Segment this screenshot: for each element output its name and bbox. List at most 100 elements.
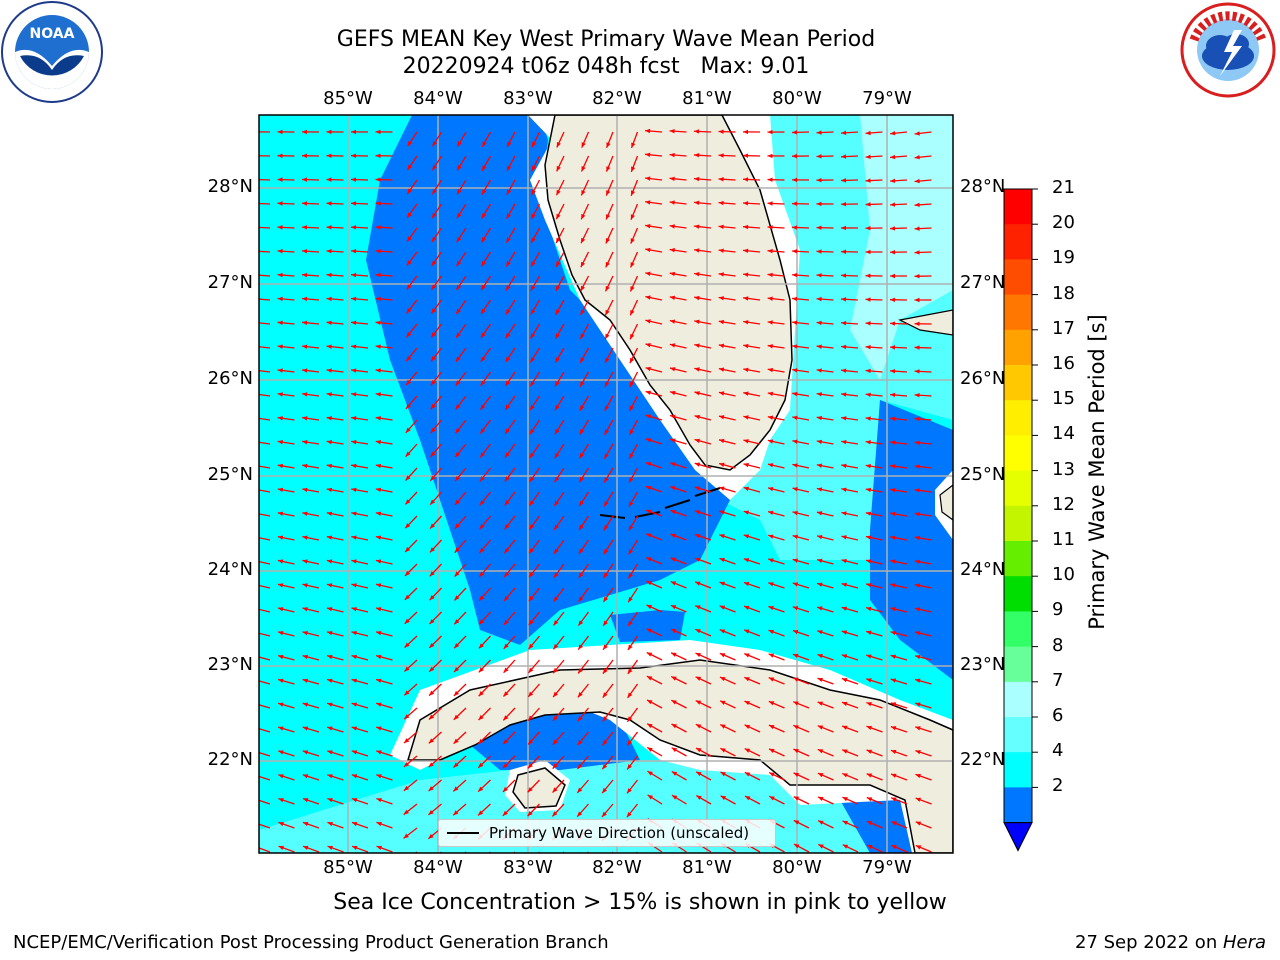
wave-arrow [375, 630, 393, 637]
wave-arrow [481, 227, 492, 243]
wave-arrow [351, 416, 369, 421]
wave-arrow [695, 628, 712, 637]
wave-arrow [455, 323, 467, 339]
wave-arrow [743, 367, 761, 373]
wave-arrow [477, 755, 491, 769]
wave-arrow [670, 652, 687, 661]
wave-arrow [259, 202, 271, 205]
wave-arrow [841, 630, 859, 637]
wave-arrow [767, 367, 785, 373]
wave-arrow [791, 153, 810, 159]
wave-arrow [578, 467, 590, 483]
wave-arrow [555, 179, 565, 196]
wave-arrow [865, 487, 883, 493]
wave-arrow [866, 701, 883, 709]
wave-arrow [645, 414, 663, 421]
wave-arrow [719, 510, 736, 517]
wave-arrow [719, 581, 736, 589]
wave-arrow [891, 820, 908, 829]
wave-arrow [719, 700, 736, 709]
wave-arrow [326, 344, 344, 349]
wave-arrow [604, 323, 614, 340]
wave-arrow [351, 487, 369, 493]
wave-arrow [479, 443, 492, 458]
wave-arrow [816, 582, 834, 589]
wave-arrow [842, 772, 859, 781]
wave-arrow [841, 511, 859, 517]
wave-arrow [326, 630, 344, 637]
wave-arrow [603, 539, 614, 555]
wave-arrow [403, 755, 418, 768]
wave-arrow [694, 391, 712, 397]
wave-arrow [428, 659, 442, 673]
wave-arrow [914, 464, 932, 469]
wave-arrow [351, 750, 369, 757]
lat-label-right: 23°N [960, 654, 1006, 675]
wave-arrow [552, 683, 565, 698]
wave-arrow [350, 129, 369, 135]
wave-arrow [768, 558, 785, 565]
colorbar [1003, 188, 1038, 852]
wave-arrow [645, 247, 663, 253]
wave-arrow [627, 587, 639, 603]
wave-arrow [628, 443, 639, 460]
colorbar-segment [1004, 505, 1032, 542]
wave-arrow [351, 583, 369, 589]
lon-label-top: 80°W [772, 88, 822, 109]
wave-arrow [277, 249, 295, 254]
wave-arrow [528, 563, 541, 578]
wave-arrow [767, 248, 785, 254]
wave-arrow [503, 635, 516, 650]
wave-arrow [326, 177, 344, 182]
wave-arrow [404, 515, 418, 529]
wave-arrow [326, 678, 344, 685]
wave-arrow [375, 559, 393, 565]
wave-arrow [842, 844, 859, 853]
wave-arrow [406, 203, 418, 219]
wave-arrow [670, 509, 687, 517]
wave-arrow [840, 297, 859, 302]
wave-arrow [865, 416, 883, 421]
wave-arrow [865, 583, 883, 589]
wave-arrow [865, 225, 883, 231]
wave-arrow [630, 131, 639, 149]
wave-arrow [259, 274, 271, 277]
wave-arrow [626, 803, 639, 818]
wave-arrow [478, 707, 491, 721]
wave-arrow [890, 749, 908, 757]
wave-arrow [302, 583, 320, 589]
wave-arrow [579, 323, 590, 340]
wave-arrow [554, 371, 565, 387]
wave-arrow [528, 587, 541, 602]
wave-arrow [914, 631, 932, 637]
wave-arrow [580, 275, 590, 292]
wave-arrow [431, 251, 443, 267]
wave-arrow [792, 463, 810, 469]
wave-arrow [818, 843, 834, 853]
wave-arrow [646, 746, 663, 757]
wave-arrow [602, 659, 614, 675]
wave-arrow [351, 344, 369, 349]
wave-arrow [744, 700, 761, 709]
wave-arrow [259, 656, 271, 661]
wave-arrow [695, 794, 712, 805]
lat-label-right: 28°N [960, 176, 1006, 197]
wave-arrow [351, 439, 369, 445]
wave-arrow [628, 491, 639, 507]
colorbar-tick-label: 15 [1052, 388, 1075, 410]
wave-arrow [767, 129, 785, 135]
wave-arrow [890, 440, 908, 445]
wave-arrow [350, 225, 369, 230]
wave-arrow [586, 851, 589, 853]
wave-arrow [865, 368, 883, 374]
wave-arrow [277, 177, 295, 182]
wave-arrow [645, 533, 663, 541]
wave-arrow [601, 803, 614, 818]
wave-arrow [375, 344, 393, 349]
wave-arrow [842, 796, 859, 805]
wave-arrow [841, 582, 859, 589]
wave-arrow [506, 155, 516, 172]
wave-arrow [627, 635, 639, 651]
wave-arrow [817, 748, 834, 757]
wave-arrow [277, 272, 295, 278]
